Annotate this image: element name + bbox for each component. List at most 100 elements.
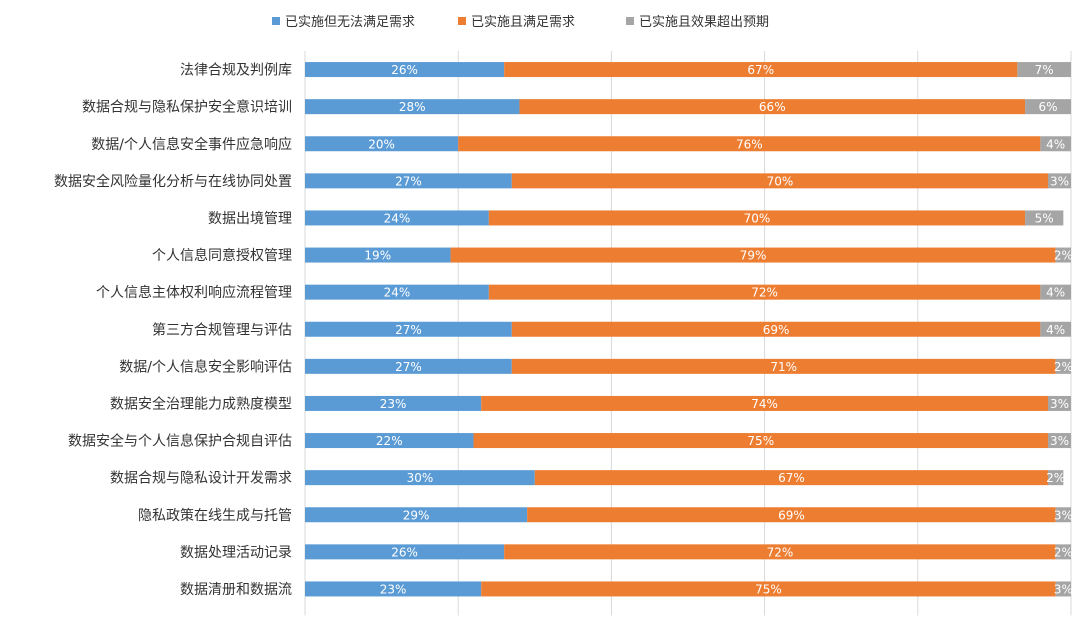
- data-label: 3%: [1054, 508, 1073, 522]
- bar-segment: [450, 247, 1056, 263]
- legend-label: 已实施且效果超出预期: [639, 15, 769, 30]
- bar-segment: [1048, 173, 1071, 189]
- category-label: 隐私政策在线生成与托管: [138, 507, 292, 524]
- bar-segment: [305, 210, 489, 226]
- data-label: 72%: [767, 545, 794, 559]
- bar-segment: [511, 321, 1041, 337]
- data-label: 67%: [778, 471, 805, 485]
- data-label: 3%: [1050, 434, 1069, 448]
- data-label: 67%: [747, 63, 774, 77]
- bar-segment: [527, 507, 1056, 523]
- data-label: 26%: [391, 545, 418, 559]
- data-label: 76%: [736, 137, 763, 151]
- category-label: 第三方合规管理与评估: [152, 321, 292, 338]
- category-label: 数据清册和数据流: [180, 582, 292, 598]
- data-label: 27%: [395, 174, 422, 188]
- bar-segment: [534, 470, 1049, 486]
- data-label: 26%: [391, 63, 418, 77]
- bar-segment: [305, 136, 459, 152]
- bar-segment: [519, 99, 1026, 115]
- data-label: 72%: [751, 286, 778, 300]
- data-label: 79%: [740, 249, 767, 263]
- category-label: 数据安全治理能力成熟度模型: [110, 395, 292, 412]
- legend-label: 已实施但无法满足需求: [285, 15, 415, 30]
- data-label: 75%: [747, 434, 774, 448]
- legend-swatch: [458, 17, 466, 25]
- bar-segment: [305, 395, 482, 411]
- bar-segment: [1040, 136, 1071, 152]
- category-label: 数据安全与个人信息保护合规自评估: [68, 433, 292, 450]
- bar-segment: [1048, 433, 1071, 449]
- data-label: 70%: [767, 174, 794, 188]
- category-label: 数据合规与隐私设计开发需求: [110, 471, 292, 487]
- bar-segment: [1048, 395, 1071, 411]
- data-label: 4%: [1046, 286, 1065, 300]
- data-label: 2%: [1054, 360, 1073, 374]
- bar-segment: [458, 136, 1041, 152]
- bar-segment: [488, 210, 1026, 226]
- bar-segment: [305, 321, 512, 337]
- data-label: 7%: [1035, 63, 1054, 77]
- data-label: 23%: [380, 397, 407, 411]
- bar-segment: [305, 99, 520, 115]
- data-label: 5%: [1035, 211, 1054, 225]
- bar-segment: [305, 173, 512, 189]
- bars: 26% 67% 7% 28% 66% 6% 20% 76% 4% 27% 70% 3% 24% 70% 5%…: [305, 62, 1073, 597]
- data-label: 4%: [1046, 323, 1065, 337]
- bar-segment: [1040, 321, 1071, 337]
- bar-segment: [305, 358, 512, 374]
- bar-segment: [504, 62, 1018, 78]
- data-label: 27%: [395, 323, 422, 337]
- data-label: 6%: [1038, 100, 1057, 114]
- data-label: 30%: [407, 471, 434, 485]
- data-label: 2%: [1054, 249, 1073, 263]
- bar-segment: [504, 544, 1056, 560]
- bar-segment: [305, 433, 474, 449]
- data-label: 66%: [759, 100, 786, 114]
- bar-segment: [1055, 581, 1071, 597]
- bar-segment: [481, 581, 1056, 597]
- bar-segment: [1025, 99, 1071, 115]
- bar-segment: [1055, 358, 1071, 374]
- category-label: 数据/个人信息安全事件应急响应: [91, 136, 292, 153]
- data-label: 70%: [744, 211, 771, 225]
- bar-segment: [1017, 62, 1071, 78]
- data-label: 3%: [1050, 174, 1069, 188]
- bar-segment: [1048, 470, 1064, 486]
- bar-segment: [1055, 507, 1071, 523]
- bar-segment: [481, 395, 1049, 411]
- data-label: 2%: [1054, 545, 1073, 559]
- legend-label: 已实施且满足需求: [471, 15, 575, 30]
- category-label: 数据安全风险量化分析与在线协同处置: [54, 173, 292, 190]
- data-label: 3%: [1054, 582, 1073, 596]
- data-label: 4%: [1046, 137, 1065, 151]
- data-label: 75%: [755, 582, 782, 596]
- legend-swatch: [272, 17, 280, 25]
- bar-segment: [1025, 210, 1064, 226]
- bar-segment: [511, 173, 1049, 189]
- bar-segment: [511, 358, 1056, 374]
- category-label: 个人信息同意授权管理: [152, 247, 292, 264]
- bar-segment: [1055, 544, 1071, 560]
- bar-segment: [305, 507, 528, 523]
- data-label: 23%: [380, 582, 407, 596]
- category-label: 法律合规及判例库: [180, 63, 292, 79]
- data-label: 69%: [763, 323, 790, 337]
- data-label: 20%: [368, 137, 395, 151]
- data-label: 3%: [1050, 397, 1069, 411]
- category-label: 数据处理活动记录: [180, 545, 292, 561]
- bar-segment: [305, 581, 482, 597]
- data-label: 27%: [395, 360, 422, 374]
- category-label: 数据/个人信息安全影响评估: [119, 358, 292, 375]
- data-label: 24%: [384, 286, 411, 300]
- bar-segment: [305, 470, 535, 486]
- data-label: 22%: [376, 434, 403, 448]
- bar-segment: [1055, 247, 1071, 263]
- category-label: 数据出境管理: [208, 211, 292, 227]
- bar-segment: [305, 62, 505, 78]
- bar-segment: [1040, 284, 1071, 300]
- data-label: 19%: [364, 249, 391, 263]
- data-label: 28%: [399, 100, 426, 114]
